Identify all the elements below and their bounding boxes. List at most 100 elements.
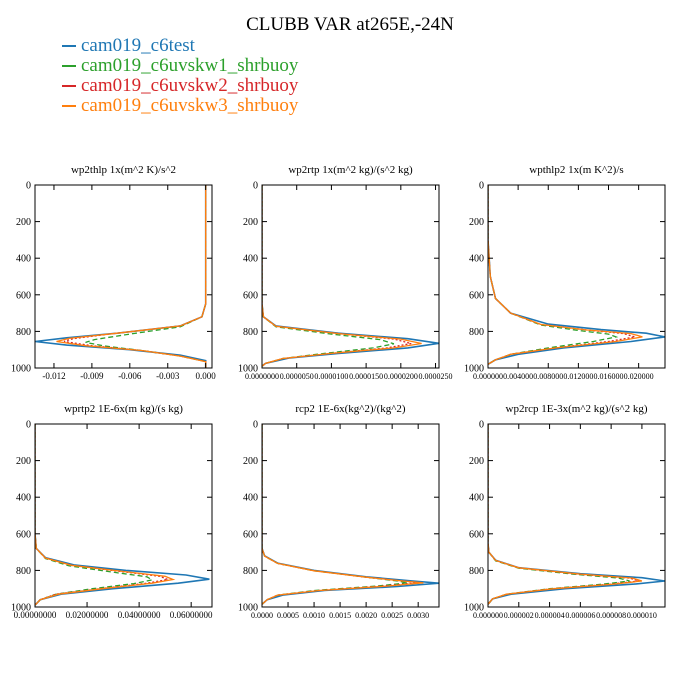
x-tick-label: 0.06000000 <box>170 610 213 620</box>
x-tick-label: 0.0000150 <box>349 372 383 381</box>
x-tick-label: 0.000000 <box>473 372 503 381</box>
series-line-cam019-c6test <box>262 185 439 367</box>
plot-frame <box>34 184 213 369</box>
panel-wp2rtp: wp2rtp 1x(m^2 kg)/(s^2 kg) 0 200 400 600 800 1… <box>238 164 453 381</box>
y-tick-label: 400 <box>16 493 31 504</box>
panel-title-wp2rtp: wp2rtp 1x(m^2 kg)/(s^2 kg) <box>288 164 413 176</box>
panel-title-wp2thlp: wp2thlp 1x(m^2 K)/s^2 <box>71 164 176 176</box>
series-group <box>262 185 439 367</box>
legend-entry-c6test: cam019_c6test <box>62 36 298 56</box>
series-line-cam019-c6uvskw3-shrbuoy <box>488 185 643 365</box>
x-tick-label: 0.000 <box>196 371 217 381</box>
series-line-cam019-c6uvskw3-shrbuoy <box>262 185 422 367</box>
x-tick-label: 0.020000 <box>624 372 654 381</box>
y-tick-label: 400 <box>469 254 484 265</box>
series-line-cam019-c6uvskw1-shrbuoy <box>488 424 630 605</box>
x-tick-label: 0.012000 <box>563 372 593 381</box>
legend-label-uvskw2: cam019_c6uvskw2_shrbuoy <box>81 75 299 96</box>
x-tick-label: 0.0030 <box>407 611 429 620</box>
x-tick-label: 0.0000100 <box>314 372 348 381</box>
y-tick-label: 800 <box>243 566 258 577</box>
plot-frame <box>487 184 666 369</box>
y-tick-label: 400 <box>469 493 484 504</box>
legend-swatch-uvskw3 <box>62 104 76 107</box>
series-group <box>35 185 207 368</box>
x-tick-label: 0.0010 <box>303 611 325 620</box>
x-tick-label: 0.0025 <box>381 611 403 620</box>
x-tick-label: 0.016000 <box>594 372 624 381</box>
x-tick-label: 0.04000000 <box>118 610 161 620</box>
y-tick-label: 800 <box>469 566 484 577</box>
panel-title-wpthlp2: wpthlp2 1x(m K^2)/s <box>529 164 623 176</box>
y-tick-label: 1000 <box>11 603 31 614</box>
panel-title-wprtp2: wprtp2 1E-6x(m kg)/(s kg) <box>64 403 183 415</box>
panel-rcp2: rcp2 1E-6x(kg^2)/(kg^2) 0 200 400 600 800 1000… <box>238 403 440 620</box>
series-line-cam019-c6test <box>262 424 439 605</box>
series-line-cam019-c6uvskw3-shrbuoy <box>35 424 176 606</box>
x-tick-label: -0.012 <box>42 371 65 381</box>
x-tick-label: -0.006 <box>118 371 142 381</box>
x-tick-label: 0.000010 <box>627 611 657 620</box>
x-tick-label: 0.0000250 <box>419 372 453 381</box>
y-tick-label: 0 <box>479 181 484 192</box>
panel-title-rcp2: rcp2 1E-6x(kg^2)/(kg^2) <box>295 403 406 415</box>
series-group <box>262 424 439 605</box>
y-tick-label: 400 <box>243 493 258 504</box>
series-line-cam019-c6uvskw3-shrbuoy <box>488 424 643 605</box>
legend-swatch-c6test <box>62 44 76 47</box>
y-tick-label: 600 <box>243 290 258 301</box>
series-line-cam019-c6uvskw1-shrbuoy <box>262 185 395 367</box>
x-tick-label: 0.0015 <box>329 611 351 620</box>
series-line-cam019-c6uvskw3-shrbuoy <box>262 424 424 605</box>
y-tick-label: 600 <box>16 529 31 540</box>
panel-wpthlp2: wpthlp2 1x(m K^2)/s020040060080010000.00… <box>464 164 666 381</box>
series-line-cam019-c6uvskw1-shrbuoy <box>85 185 207 368</box>
series-group <box>488 424 665 605</box>
x-tick-label: 0.000000 <box>473 611 503 620</box>
x-tick-label: 0.000004 <box>535 611 565 620</box>
y-tick-label: 800 <box>16 566 31 577</box>
series-group <box>35 424 210 606</box>
x-tick-label: 0.000002 <box>504 611 534 620</box>
y-tick-label: 600 <box>469 529 484 540</box>
series-line-cam019-c6uvskw3-shrbuoy <box>56 185 207 368</box>
legend-swatch-uvskw1 <box>62 64 76 67</box>
x-tick-label: 0.0000050 <box>280 372 314 381</box>
series-line-cam019-c6uvskw2-shrbuoy <box>262 185 412 367</box>
plot-frame <box>261 423 440 608</box>
y-tick-label: 600 <box>243 529 258 540</box>
x-tick-label: 0.000006 <box>565 611 595 620</box>
y-tick-label: 0 <box>253 181 258 192</box>
series-line-cam019-c6test <box>35 424 210 606</box>
y-tick-label: 600 <box>469 290 484 301</box>
series-line-cam019-c6test <box>488 424 665 605</box>
y-tick-label: 1000 <box>238 364 258 375</box>
y-tick-label: 800 <box>469 327 484 338</box>
x-tick-label: 0.004000 <box>503 372 533 381</box>
plot-frame <box>487 423 666 608</box>
legend-entry-uvskw3: cam019_c6uvskw3_shrbuoy <box>62 96 298 116</box>
plot-frame <box>34 423 213 608</box>
x-tick-label: 0.0000000 <box>245 372 279 381</box>
x-tick-label: 0.0020 <box>355 611 377 620</box>
y-tick-label: 200 <box>16 217 31 228</box>
x-tick-label: 0.008000 <box>533 372 563 381</box>
series-line-cam019-c6uvskw1-shrbuoy <box>488 185 619 365</box>
panel-wp2rcp: wp2rcp 1E-3x(m^2 kg)/(s^2 kg) 0 200 400 600 8… <box>464 403 666 620</box>
legend-swatch-uvskw2 <box>62 84 76 87</box>
legend-entry-uvskw1: cam019_c6uvskw1_shrbuoy <box>62 56 298 76</box>
y-tick-label: 800 <box>16 327 31 338</box>
panel-wp2thlp: wp2thlp 1x(m^2 K)/s^2 0 200 400 600 800 1000 -0… <box>11 164 216 381</box>
y-tick-label: 800 <box>243 327 258 338</box>
series-line-cam019-c6uvskw1-shrbuoy <box>35 424 154 606</box>
series-line-cam019-c6uvskw2-shrbuoy <box>262 424 419 605</box>
y-tick-label: 0 <box>479 420 484 431</box>
y-tick-label: 1000 <box>464 364 484 375</box>
legend-label-uvskw1: cam019_c6uvskw1_shrbuoy <box>81 55 299 76</box>
y-tick-label: 400 <box>243 254 258 265</box>
y-tick-label: 200 <box>243 217 258 228</box>
x-tick-label: -0.003 <box>156 371 180 381</box>
y-tick-label: 200 <box>16 456 31 467</box>
x-tick-label: 0.0005 <box>277 611 299 620</box>
